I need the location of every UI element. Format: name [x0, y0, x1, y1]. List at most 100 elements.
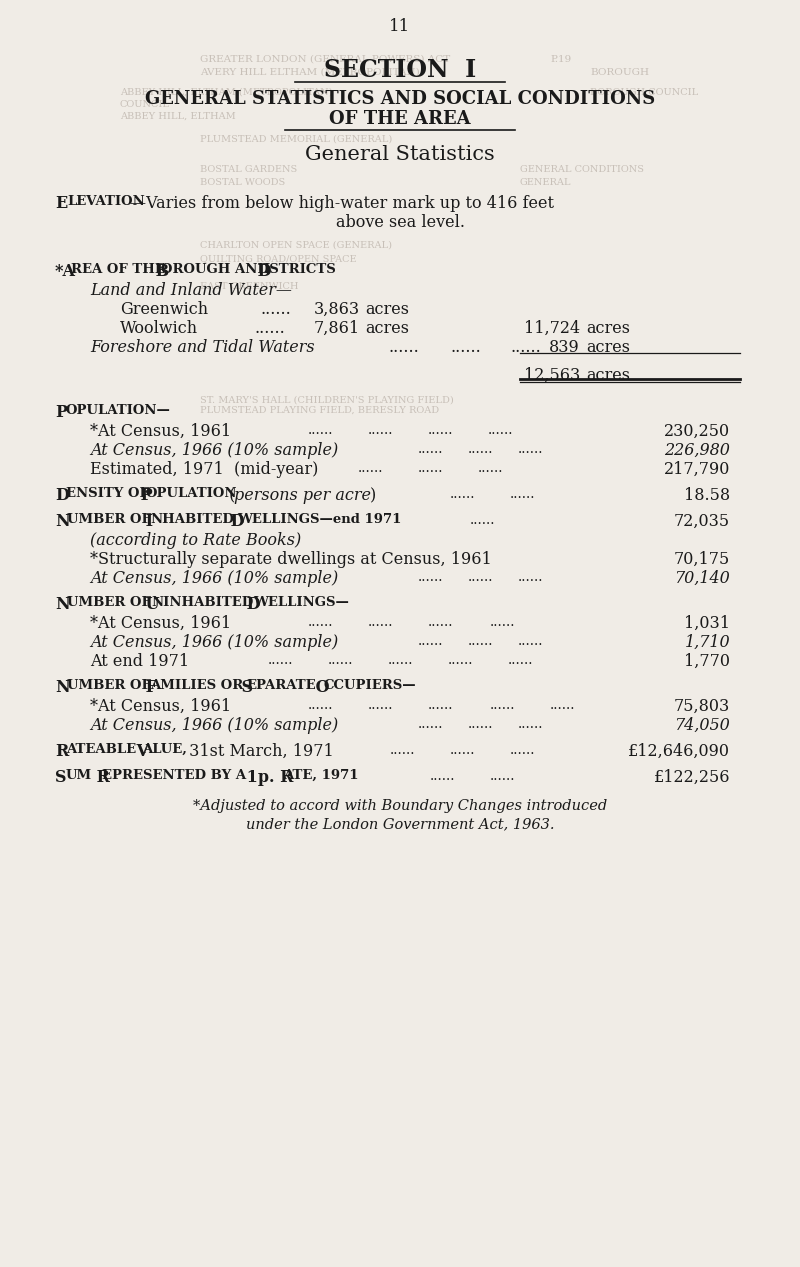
- Text: ......: ......: [418, 717, 443, 731]
- Text: UMBER OF: UMBER OF: [67, 595, 151, 609]
- Text: ......: ......: [255, 321, 286, 337]
- Text: ......: ......: [470, 513, 495, 527]
- Text: ......: ......: [418, 461, 443, 475]
- Text: ......: ......: [428, 614, 454, 628]
- Text: ......: ......: [450, 742, 475, 756]
- Text: 70,140: 70,140: [674, 570, 730, 587]
- Text: S: S: [236, 679, 253, 696]
- Text: COUNCIL: COUNCIL: [120, 100, 170, 109]
- Text: OROUGH AND: OROUGH AND: [161, 264, 269, 276]
- Text: 217,790: 217,790: [664, 461, 730, 478]
- Text: ......: ......: [508, 653, 534, 666]
- Text: 70,175: 70,175: [674, 551, 730, 568]
- Text: ......: ......: [328, 653, 354, 666]
- Text: NHABITED: NHABITED: [150, 513, 234, 526]
- Text: B: B: [150, 264, 169, 280]
- Text: ......: ......: [260, 302, 290, 318]
- Text: GENERAL: GENERAL: [520, 177, 571, 188]
- Text: V: V: [131, 742, 149, 760]
- Text: ABBEY HILL, ELTHAM (METROPOLITAN): ABBEY HILL, ELTHAM (METROPOLITAN): [120, 87, 333, 98]
- Text: *Structurally separate dwellings at Census, 1961: *Structurally separate dwellings at Cens…: [90, 551, 492, 568]
- Text: (according to Rate Books): (according to Rate Books): [90, 532, 302, 549]
- Text: ......: ......: [510, 340, 541, 356]
- Text: N: N: [55, 679, 70, 696]
- Text: ......: ......: [430, 769, 455, 783]
- Text: 75,803: 75,803: [674, 698, 730, 715]
- Text: ......: ......: [450, 340, 481, 356]
- Text: LEVATION: LEVATION: [67, 195, 145, 208]
- Text: GREATER LONDON (GENERAL POWERS) ACT: GREATER LONDON (GENERAL POWERS) ACT: [200, 54, 450, 65]
- Text: 1,770: 1,770: [684, 653, 730, 670]
- Text: PLUMSTEAD PLAYING FIELD, BERESLY ROAD: PLUMSTEAD PLAYING FIELD, BERESLY ROAD: [200, 405, 439, 416]
- Text: ISTRICTS: ISTRICTS: [263, 264, 336, 276]
- Text: *At Census, 1961: *At Census, 1961: [90, 614, 231, 632]
- Text: Woolwich: Woolwich: [120, 321, 198, 337]
- Text: BOROUGH COUNCIL: BOROUGH COUNCIL: [590, 87, 698, 98]
- Text: 1,710: 1,710: [684, 634, 730, 651]
- Text: At Census, 1966 (10% sample): At Census, 1966 (10% sample): [90, 717, 338, 734]
- Text: above sea level.: above sea level.: [335, 214, 465, 231]
- Text: ......: ......: [308, 423, 334, 437]
- Text: under the London Government Act, 1963.: under the London Government Act, 1963.: [246, 817, 554, 831]
- Text: acres: acres: [586, 340, 630, 356]
- Text: BOSTAL GARDENS: BOSTAL GARDENS: [200, 165, 298, 174]
- Text: BOROUGH: BOROUGH: [590, 68, 649, 77]
- Text: REA OF THE: REA OF THE: [71, 264, 165, 276]
- Text: CCUPIERS—: CCUPIERS—: [323, 679, 416, 692]
- Text: OPULATION—: OPULATION—: [66, 404, 171, 417]
- Text: 11,724: 11,724: [524, 321, 580, 337]
- Text: N: N: [55, 513, 70, 530]
- Text: ALUE,: ALUE,: [142, 742, 187, 756]
- Text: CHARLTON OPEN SPACE (GENERAL): CHARLTON OPEN SPACE (GENERAL): [200, 241, 392, 250]
- Text: ......: ......: [450, 487, 475, 500]
- Text: AMILIES OR: AMILIES OR: [150, 679, 243, 692]
- Text: ......: ......: [468, 717, 494, 731]
- Text: ......: ......: [308, 614, 334, 628]
- Text: 3,863: 3,863: [314, 302, 360, 318]
- Text: AVERY HILL ELTHAM (METROPOLITAN): AVERY HILL ELTHAM (METROPOLITAN): [200, 68, 420, 77]
- Text: ......: ......: [358, 461, 383, 475]
- Text: ......: ......: [388, 340, 418, 356]
- Text: ......: ......: [550, 698, 575, 712]
- Text: E: E: [55, 195, 67, 212]
- Text: ......: ......: [518, 442, 543, 456]
- Text: F: F: [140, 679, 157, 696]
- Text: £12,646,090: £12,646,090: [628, 742, 730, 760]
- Text: EPRESENTED BY A: EPRESENTED BY A: [102, 769, 246, 782]
- Text: ......: ......: [518, 634, 543, 647]
- Text: At Census, 1966 (10% sample): At Census, 1966 (10% sample): [90, 442, 338, 459]
- Text: U: U: [140, 595, 160, 613]
- Text: ......: ......: [368, 698, 394, 712]
- Text: Estimated, 1971  (mid-year): Estimated, 1971 (mid-year): [90, 461, 318, 478]
- Text: Foreshore and Tidal Waters: Foreshore and Tidal Waters: [90, 340, 314, 356]
- Text: acres: acres: [365, 302, 409, 318]
- Text: R: R: [55, 742, 68, 760]
- Text: O: O: [310, 679, 330, 696]
- Text: D: D: [55, 487, 69, 504]
- Text: OF THE AREA: OF THE AREA: [329, 110, 471, 128]
- Text: persons per acre: persons per acre: [234, 487, 371, 504]
- Text: ......: ......: [428, 423, 454, 437]
- Text: 12,563: 12,563: [524, 367, 580, 384]
- Text: *At Census, 1961: *At Census, 1961: [90, 698, 231, 715]
- Text: At Census, 1966 (10% sample): At Census, 1966 (10% sample): [90, 634, 338, 651]
- Text: 72,035: 72,035: [674, 513, 730, 530]
- Text: ATE, 1971: ATE, 1971: [283, 769, 358, 782]
- Text: acres: acres: [365, 321, 409, 337]
- Text: 839: 839: [550, 340, 580, 356]
- Text: D: D: [252, 264, 271, 280]
- Text: 1,031: 1,031: [684, 614, 730, 632]
- Text: S: S: [55, 769, 66, 786]
- Text: EPARATE: EPARATE: [246, 679, 316, 692]
- Text: 31st March, 1971: 31st March, 1971: [184, 742, 334, 760]
- Text: R: R: [91, 769, 110, 786]
- Text: ......: ......: [368, 423, 394, 437]
- Text: 230,250: 230,250: [664, 423, 730, 440]
- Text: ......: ......: [468, 442, 494, 456]
- Text: ST. MARY'S HALL (CHILDREN'S PLAYING FIELD): ST. MARY'S HALL (CHILDREN'S PLAYING FIEL…: [200, 397, 454, 405]
- Text: ......: ......: [510, 742, 535, 756]
- Text: D: D: [225, 513, 245, 530]
- Text: PLUMSTEAD MEMORIAL (GENERAL): PLUMSTEAD MEMORIAL (GENERAL): [200, 136, 392, 144]
- Text: UMBER OF: UMBER OF: [67, 513, 151, 526]
- Text: ......: ......: [468, 634, 494, 647]
